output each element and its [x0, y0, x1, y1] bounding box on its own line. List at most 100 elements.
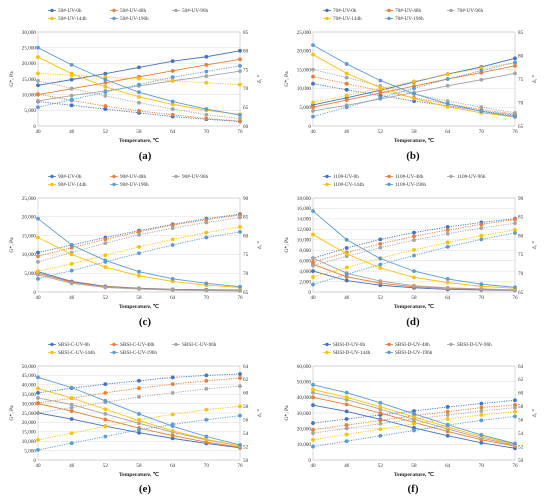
data-point-delta — [344, 423, 349, 427]
data-point-g — [513, 441, 517, 446]
data-point-g — [378, 404, 383, 409]
legend-label: 70#-UV-48h — [395, 8, 421, 14]
data-point-delta — [137, 229, 141, 234]
legend-swatch-marker — [112, 174, 116, 179]
data-point-g — [344, 390, 349, 395]
data-point-delta — [204, 230, 209, 235]
x-tick-label: 40 — [310, 129, 316, 135]
data-point-delta — [412, 230, 416, 235]
legend-swatch-marker — [112, 16, 116, 21]
y-tick-label: 0 — [308, 458, 311, 464]
legend-swatch-marker — [325, 342, 329, 347]
data-point-g — [513, 114, 517, 119]
y2-tick-label: 80 — [518, 233, 524, 239]
legend-swatch-marker — [50, 8, 54, 13]
data-point-g — [137, 269, 141, 274]
data-point-g — [344, 62, 349, 66]
data-point-delta — [36, 276, 40, 281]
data-point-delta — [344, 272, 349, 277]
y2-tick-label: 85 — [518, 215, 524, 221]
y-axis-label: G*, Pa — [284, 405, 290, 421]
data-point-g — [69, 243, 74, 247]
data-point-delta — [513, 403, 517, 407]
data-point-delta — [311, 263, 315, 268]
panel-caption-b: (b) — [406, 150, 420, 162]
y-axis-label: G*, Pa — [9, 237, 15, 253]
legend-swatch-marker — [387, 174, 391, 179]
data-point-g — [36, 386, 40, 391]
data-point-delta — [378, 418, 383, 423]
y2-tick-label: 85 — [243, 215, 249, 221]
data-point-delta — [238, 82, 242, 87]
legend-label: 90#-UV-96h — [182, 174, 208, 180]
data-point-g — [378, 411, 383, 415]
x-tick-label: 76 — [512, 295, 518, 301]
y-tick-label: 40,000 — [297, 395, 312, 401]
data-point-delta — [412, 421, 416, 426]
data-point-g — [204, 74, 209, 79]
panel-caption-a: (a) — [138, 150, 152, 162]
y-tick-label: 5,000 — [24, 448, 36, 454]
data-point-delta — [378, 421, 383, 426]
x-tick-label: 76 — [237, 463, 243, 469]
data-point-g — [412, 415, 416, 419]
y-tick-label: 25,000 — [22, 411, 37, 417]
x-tick-label: 52 — [378, 129, 384, 135]
y2-tick-label: 62 — [518, 377, 524, 383]
x-tick-label: 52 — [378, 295, 384, 301]
legend-label: 70#-UV-196h — [395, 16, 424, 22]
legend-label: SBSI-C-UV-96h — [182, 342, 217, 348]
legend-label: SBSI-D-UV-48h — [395, 342, 430, 348]
x-tick-label: 46 — [69, 129, 75, 135]
data-point-delta — [69, 245, 74, 250]
data-point-g — [170, 288, 175, 293]
y2-tick-label: 70 — [243, 271, 249, 277]
x-tick-label: 46 — [69, 295, 75, 301]
data-point-delta — [479, 68, 484, 73]
data-point-g — [311, 395, 315, 400]
y-tick-label: 20,000 — [22, 420, 37, 426]
data-point-g — [311, 209, 315, 213]
data-point-delta — [238, 215, 242, 220]
legend-label: 50#-UV-48h — [120, 8, 146, 14]
data-point-g — [344, 278, 349, 283]
data-point-delta — [170, 223, 175, 227]
data-point-delta — [445, 231, 450, 236]
legend-swatch-marker — [112, 350, 116, 355]
data-point-g — [69, 385, 74, 390]
y2-axis-label: δ, ° — [531, 75, 538, 83]
data-point-delta — [479, 401, 484, 406]
legend-swatch-marker — [325, 182, 329, 187]
data-point-g — [238, 288, 242, 293]
data-point-g — [103, 71, 108, 76]
data-point-g — [479, 433, 484, 437]
data-point-delta — [170, 243, 175, 247]
legend-swatch-marker — [50, 342, 54, 347]
data-point-g — [238, 48, 242, 53]
legend-swatch-marker — [50, 350, 54, 355]
data-point-g — [412, 91, 416, 96]
data-point-g — [238, 57, 242, 62]
data-point-delta — [103, 424, 108, 429]
data-point-g — [36, 216, 40, 221]
legend-swatch-marker — [449, 342, 453, 347]
data-point-delta — [170, 107, 175, 111]
y-tick-label: 60,000 — [297, 364, 312, 370]
legend-swatch-marker — [387, 8, 391, 13]
data-point-g — [36, 375, 40, 380]
data-point-delta — [204, 69, 209, 74]
data-point-delta — [204, 417, 209, 422]
y-tick-label: 6,000 — [299, 258, 311, 264]
data-point-delta — [204, 407, 209, 412]
data-point-g — [137, 430, 141, 435]
data-point-g — [311, 256, 315, 260]
data-point-delta — [479, 413, 484, 417]
data-point-g — [445, 433, 450, 438]
x-tick-label: 70 — [204, 463, 210, 469]
y2-tick-label: 62 — [243, 377, 249, 383]
data-point-delta — [378, 237, 383, 242]
series-line-g — [37, 47, 241, 116]
data-point-delta — [378, 245, 383, 250]
legend-label: SBSI-D-UV-196h — [395, 350, 433, 356]
data-point-delta — [103, 390, 108, 395]
